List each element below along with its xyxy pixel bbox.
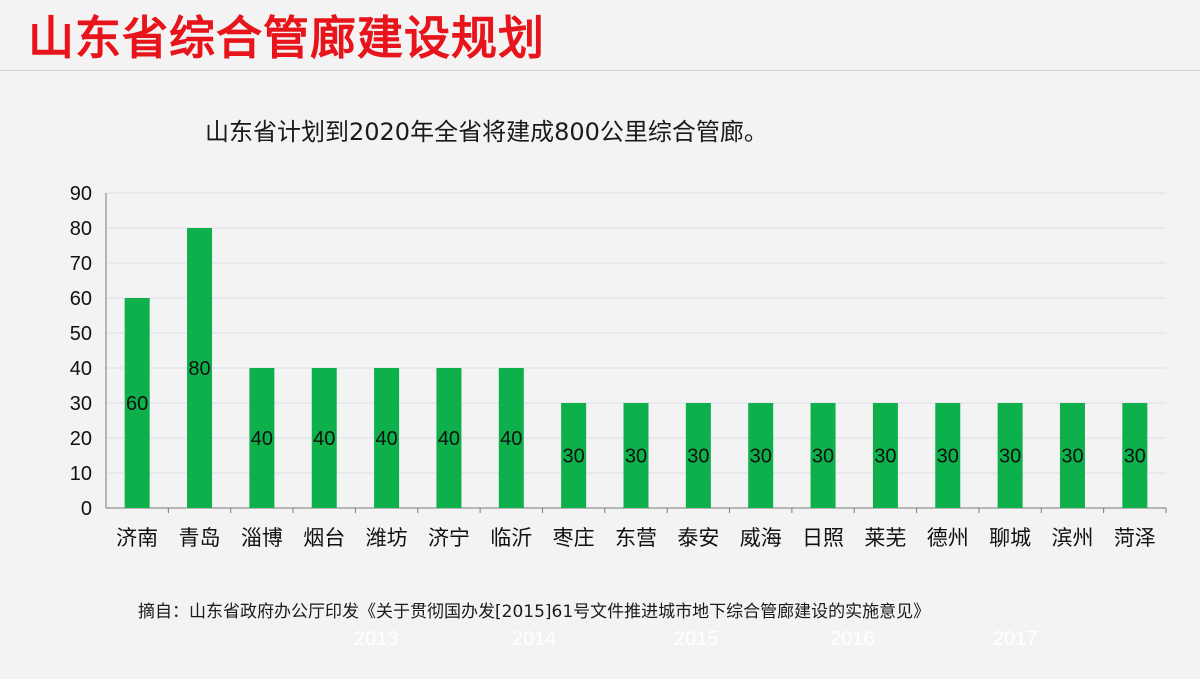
data-label: 30 bbox=[999, 446, 1021, 468]
x-tick-label: 济宁 bbox=[428, 526, 470, 550]
y-tick-label: 10 bbox=[70, 463, 92, 485]
data-label: 30 bbox=[937, 446, 959, 468]
x-tick-label: 菏泽 bbox=[1114, 526, 1156, 550]
x-tick-label: 滨州 bbox=[1051, 526, 1093, 550]
bar-16 bbox=[1122, 403, 1148, 508]
bar-15 bbox=[1059, 403, 1085, 508]
data-label: 40 bbox=[375, 428, 397, 450]
data-label: 30 bbox=[687, 446, 709, 468]
data-label: 60 bbox=[126, 393, 148, 415]
bar-5 bbox=[436, 368, 462, 508]
bar-7 bbox=[561, 403, 587, 508]
bar-1 bbox=[187, 228, 213, 508]
y-tick-label: 70 bbox=[70, 253, 92, 275]
title-divider bbox=[0, 70, 1200, 71]
x-tick-label: 威海 bbox=[740, 526, 782, 550]
y-tick-label: 40 bbox=[70, 358, 92, 380]
x-tick-label: 淄博 bbox=[241, 526, 283, 550]
x-tick-label: 聊城 bbox=[989, 526, 1031, 550]
y-tick-label: 60 bbox=[70, 288, 92, 310]
y-tick-label: 30 bbox=[70, 393, 92, 415]
data-label: 80 bbox=[188, 358, 210, 380]
x-tick-label: 枣庄 bbox=[553, 526, 595, 550]
data-label: 30 bbox=[1061, 446, 1083, 468]
data-label: 40 bbox=[313, 428, 335, 450]
bar-6 bbox=[498, 368, 524, 508]
data-label: 30 bbox=[1124, 446, 1146, 468]
source-note: 摘自：山东省政府办公厅印发《关于贯彻国办发[2015]61号文件推进城市地下综合… bbox=[138, 602, 931, 622]
bar-8 bbox=[623, 403, 649, 508]
bar-11 bbox=[810, 403, 836, 508]
y-tick-label: 80 bbox=[70, 218, 92, 240]
y-tick-label: 90 bbox=[70, 183, 92, 205]
bar-12 bbox=[872, 403, 898, 508]
bar-4 bbox=[374, 368, 400, 508]
x-tick-label: 莱芜 bbox=[864, 526, 906, 550]
data-label: 30 bbox=[874, 446, 896, 468]
bar-9 bbox=[685, 403, 711, 508]
bar-10 bbox=[748, 403, 774, 508]
x-tick-label: 德州 bbox=[927, 526, 969, 550]
y-tick-label: 20 bbox=[70, 428, 92, 450]
x-tick-label: 青岛 bbox=[179, 526, 221, 550]
data-label: 30 bbox=[625, 446, 647, 468]
data-label: 40 bbox=[438, 428, 460, 450]
bar-2 bbox=[249, 368, 275, 508]
data-label: 30 bbox=[563, 446, 585, 468]
x-tick-label: 潍坊 bbox=[366, 526, 408, 550]
x-tick-label: 东营 bbox=[615, 526, 657, 550]
x-tick-label: 泰安 bbox=[677, 526, 719, 550]
x-tick-label: 临沂 bbox=[490, 526, 532, 550]
y-tick-label: 0 bbox=[81, 498, 92, 520]
data-label: 40 bbox=[500, 428, 522, 450]
bar-0 bbox=[124, 298, 150, 508]
bar-3 bbox=[311, 368, 337, 508]
bar-13 bbox=[935, 403, 961, 508]
chart-subtitle: 山东省计划到2020年全省将建成800公里综合管廊。 bbox=[205, 118, 768, 146]
x-tick-label: 济南 bbox=[116, 526, 158, 550]
bar-14 bbox=[997, 403, 1023, 508]
data-label: 40 bbox=[251, 428, 273, 450]
x-tick-label: 烟台 bbox=[303, 526, 345, 550]
x-tick-label: 日照 bbox=[802, 526, 844, 550]
data-label: 30 bbox=[750, 446, 772, 468]
data-label: 30 bbox=[812, 446, 834, 468]
y-tick-label: 50 bbox=[70, 323, 92, 345]
slide-title: 山东省综合管廊建设规划 bbox=[28, 11, 545, 65]
